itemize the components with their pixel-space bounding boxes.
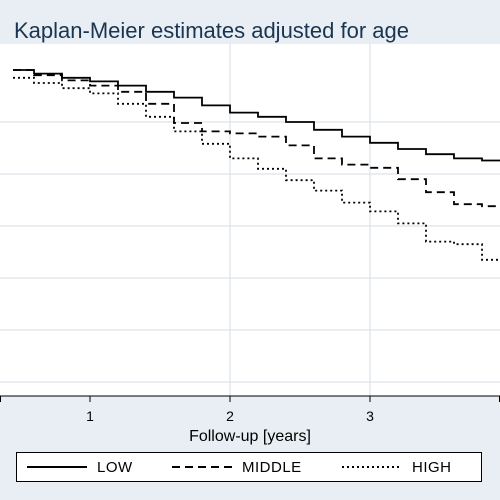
plot-background: [0, 44, 500, 396]
x-tick-label: 2: [226, 408, 234, 424]
x-tick-label: 3: [366, 408, 374, 424]
series-line-middle: [13, 69, 500, 208]
x-tick-label: 1: [86, 408, 94, 424]
legend-label-middle: MIDDLE: [242, 458, 302, 476]
legend-item-middle: MIDDLE: [172, 453, 302, 481]
legend-item-low: LOW: [27, 453, 133, 481]
legend-swatch-low: [27, 466, 87, 468]
legend-label-low: LOW: [97, 458, 133, 476]
grid: [0, 44, 500, 396]
legend-swatch-high: [342, 466, 402, 468]
x-ticks: 1 2 3: [0, 396, 500, 424]
series-group: [13, 69, 500, 261]
series-line-low: [13, 69, 500, 162]
series-line-high: [13, 76, 500, 261]
legend-label-high: HIGH: [412, 458, 452, 476]
x-axis-label: Follow-up [years]: [189, 428, 311, 445]
legend-item-high: HIGH: [342, 453, 452, 481]
legend: LOW MIDDLE HIGH: [16, 452, 482, 482]
legend-swatch-middle: [172, 466, 232, 468]
chart-title: Kaplan-Meier estimates adjusted for age: [14, 18, 409, 43]
